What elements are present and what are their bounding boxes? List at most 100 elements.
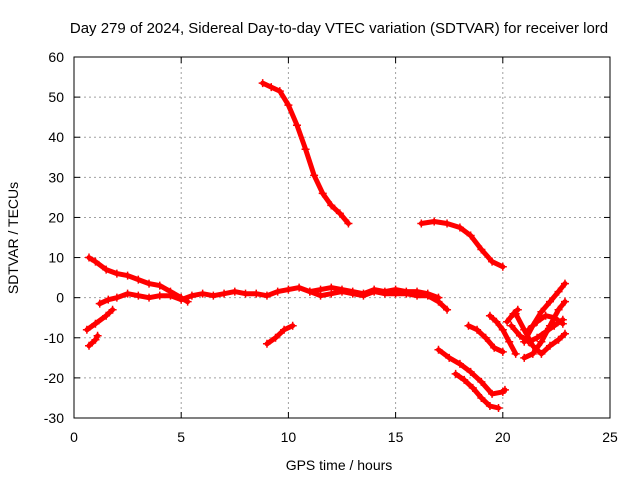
data-point	[464, 321, 473, 330]
data-point	[91, 335, 100, 344]
data-point	[492, 317, 501, 326]
data-point	[359, 291, 368, 300]
y-tick-label: 20	[48, 209, 64, 225]
data-point	[344, 219, 353, 228]
data-point	[134, 291, 143, 300]
data-point	[301, 145, 310, 154]
data-point	[481, 333, 490, 342]
data-point	[310, 171, 319, 180]
data-point	[241, 289, 250, 298]
data-point	[558, 319, 567, 328]
data-point	[93, 331, 102, 340]
data-point	[490, 343, 499, 352]
data-point	[468, 383, 477, 392]
data-point	[145, 293, 154, 302]
data-point	[91, 257, 100, 266]
data-point	[391, 289, 400, 298]
data-point	[443, 305, 452, 314]
data-point	[108, 305, 117, 314]
x-tick-label: 0	[70, 429, 78, 445]
data-point	[477, 377, 486, 386]
data-point	[494, 403, 503, 412]
series-trace	[264, 323, 296, 347]
series-arc-d	[85, 331, 102, 350]
y-tick-label: -20	[44, 370, 64, 386]
data-point	[327, 289, 336, 298]
series-trace	[418, 219, 506, 270]
data-point	[288, 321, 297, 330]
data-point	[134, 275, 143, 284]
data-point	[545, 321, 554, 330]
data-point	[533, 317, 542, 326]
data-point	[85, 341, 94, 350]
data-point	[155, 281, 164, 290]
data-point	[515, 331, 524, 340]
data-point	[434, 345, 443, 354]
data-point	[284, 101, 293, 110]
data-point	[520, 337, 529, 346]
x-tick-label: 25	[602, 429, 618, 445]
data-point	[498, 325, 507, 334]
data-point	[537, 307, 546, 316]
series-arc-s	[503, 305, 522, 326]
data-point	[434, 297, 443, 306]
data-point	[520, 353, 529, 362]
series-arc-f	[258, 79, 353, 228]
data-point	[402, 289, 411, 298]
data-point	[123, 289, 132, 298]
data-point	[498, 262, 507, 271]
data-point	[505, 337, 514, 346]
data-point	[509, 309, 518, 318]
x-tick-label: 15	[388, 429, 404, 445]
data-point	[545, 341, 554, 350]
data-point	[554, 305, 563, 314]
data-point	[511, 349, 520, 358]
data-point	[262, 339, 271, 348]
series-trace	[260, 80, 351, 226]
data-point	[537, 337, 546, 346]
data-point	[477, 245, 486, 254]
data-point	[198, 289, 207, 298]
series-arc-b	[95, 289, 186, 308]
data-point	[284, 285, 293, 294]
data-point	[85, 253, 94, 262]
data-point	[82, 325, 91, 334]
data-point	[537, 349, 546, 358]
data-point	[488, 389, 497, 398]
data-point	[262, 291, 271, 300]
data-point	[473, 325, 482, 334]
data-point	[455, 223, 464, 232]
y-tick-label: 50	[48, 89, 64, 105]
data-point	[477, 393, 486, 402]
data-point	[524, 325, 533, 334]
data-point	[528, 349, 537, 358]
data-point	[258, 79, 267, 88]
series-arc-k	[451, 369, 503, 412]
data-point	[273, 287, 282, 296]
data-point	[280, 325, 289, 334]
series-arc-c	[82, 305, 117, 334]
x-tick-label: 20	[495, 429, 511, 445]
data-point	[209, 291, 218, 300]
data-point	[485, 311, 494, 320]
data-point	[554, 335, 563, 344]
data-point	[102, 265, 111, 274]
data-point	[485, 401, 494, 410]
data-point	[316, 291, 325, 300]
series-arc-i	[417, 217, 507, 271]
data-point	[348, 289, 357, 298]
data-point	[295, 283, 304, 292]
data-point	[230, 287, 239, 296]
series-arc-p	[520, 297, 569, 362]
data-point	[533, 333, 542, 342]
data-point	[466, 231, 475, 240]
data-point	[318, 189, 327, 198]
series-trace	[84, 307, 116, 333]
data-point	[430, 217, 439, 226]
data-point	[500, 385, 509, 394]
series-arc-l	[464, 321, 507, 356]
data-point	[417, 219, 426, 228]
data-point	[292, 121, 301, 130]
data-point	[220, 289, 229, 298]
